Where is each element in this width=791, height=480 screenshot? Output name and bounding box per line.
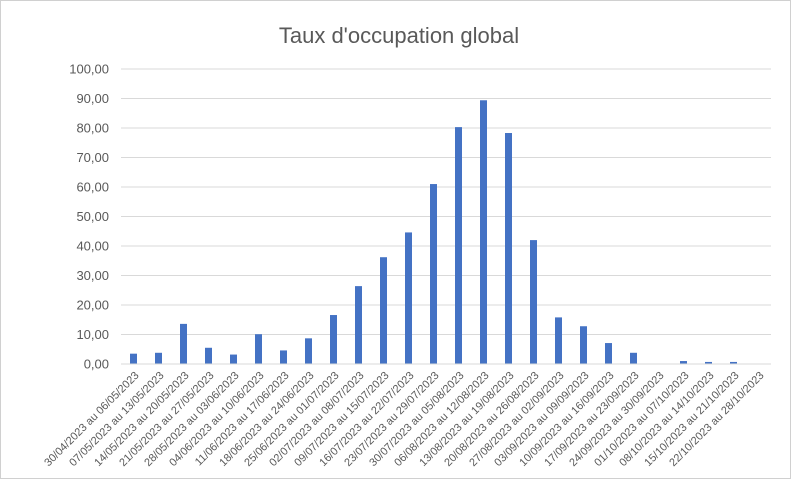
bar <box>630 352 637 364</box>
bar <box>605 343 612 364</box>
bars <box>130 100 737 365</box>
y-tick-label: 90,00 <box>76 91 109 106</box>
bar <box>130 353 137 364</box>
bar <box>255 334 262 364</box>
y-tick-label: 60,00 <box>76 180 109 195</box>
bar <box>705 361 712 364</box>
bar <box>380 257 387 364</box>
bar <box>480 100 487 365</box>
bar <box>580 326 587 364</box>
bar <box>405 232 412 364</box>
bar <box>305 338 312 364</box>
bar <box>555 317 562 364</box>
bar <box>530 240 537 364</box>
y-tick-label: 40,00 <box>76 239 109 254</box>
y-tick-label: 80,00 <box>76 121 109 136</box>
y-tick-label: 20,00 <box>76 298 109 313</box>
y-tick-label: 70,00 <box>76 150 109 165</box>
bar <box>330 315 337 364</box>
bar <box>155 352 162 364</box>
bar <box>280 350 287 364</box>
y-tick-label: 50,00 <box>76 209 109 224</box>
chart-title: Taux d'occupation global <box>279 23 519 48</box>
bar <box>180 323 187 364</box>
bar <box>205 347 212 364</box>
y-tick-label: 0,00 <box>84 357 109 372</box>
y-axis-ticks: 0,00 10,00 20,00 30,00 40,00 50,00 60,00 70,00 8… <box>69 62 109 372</box>
gridlines <box>121 68 771 335</box>
y-tick-label: 10,00 <box>76 327 109 342</box>
bar <box>730 361 737 364</box>
bar <box>430 184 437 364</box>
y-tick-label: 30,00 <box>76 268 109 283</box>
bar <box>680 361 687 364</box>
bar <box>455 127 462 365</box>
bar <box>505 133 512 364</box>
y-tick-label: 100,00 <box>69 62 109 77</box>
bar <box>230 354 237 364</box>
bar <box>355 286 362 364</box>
